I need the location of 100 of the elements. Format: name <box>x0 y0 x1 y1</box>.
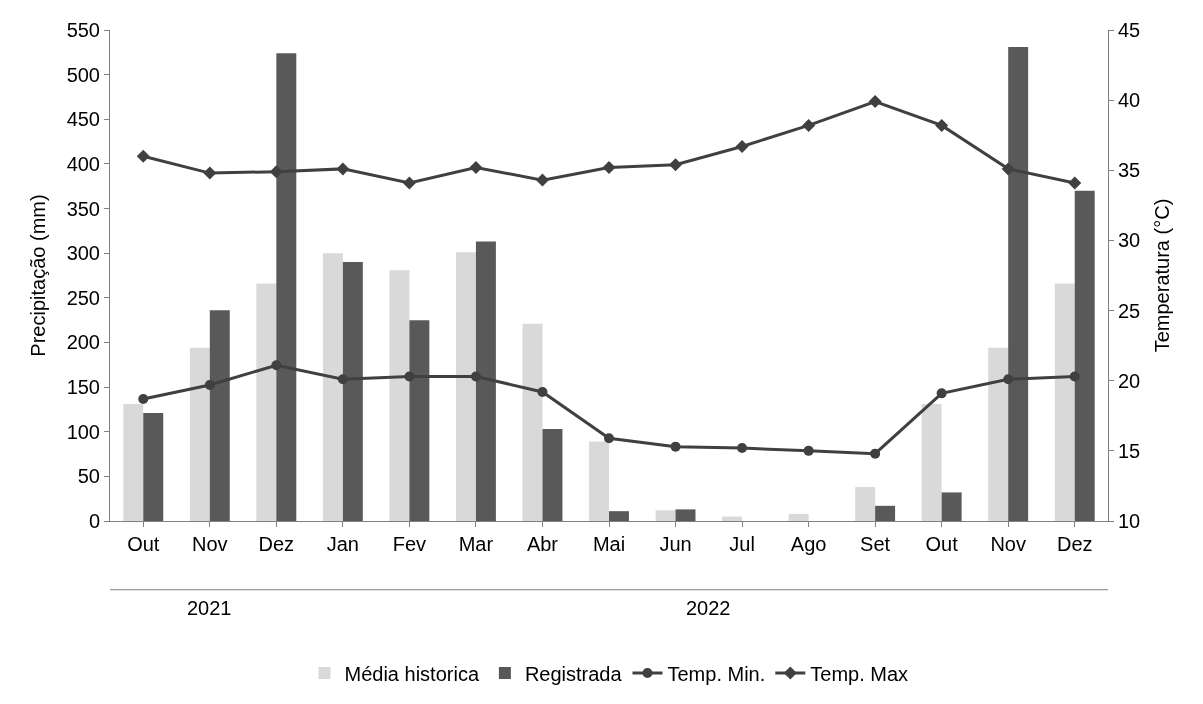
point <box>602 160 616 174</box>
point <box>1069 371 1080 382</box>
y2-tick-label: 45 <box>1118 19 1141 41</box>
point <box>469 160 483 174</box>
y-tick-label: 100 <box>66 420 100 443</box>
x-tick-label: Dez <box>1056 533 1093 555</box>
bar <box>941 492 962 521</box>
y-tick-label: 500 <box>66 63 100 86</box>
bar <box>988 347 1009 521</box>
y-axis-title: Precipitação (mm) <box>27 194 50 357</box>
bar <box>589 441 609 521</box>
y-tick-label: 150 <box>66 376 100 399</box>
y2-tick-label: 15 <box>1118 439 1141 462</box>
y-tick-label: 200 <box>66 331 100 354</box>
x-tick-label: Mai <box>592 533 626 555</box>
bar <box>123 404 144 521</box>
point <box>537 386 548 397</box>
y-tick-label: 400 <box>66 152 100 175</box>
bar <box>455 252 476 521</box>
bar <box>276 53 297 521</box>
bar <box>855 487 876 521</box>
x-tick-label: Dez <box>258 533 295 555</box>
bar <box>609 511 629 521</box>
legend-label: Temp. Min. <box>667 662 766 685</box>
point <box>669 158 683 172</box>
bar <box>1054 283 1075 521</box>
y2-tick-label: 35 <box>1118 159 1141 182</box>
x-tick-label: Out <box>925 533 959 555</box>
x-tick-label: Jan <box>326 533 359 555</box>
y-tick-label: 250 <box>66 286 100 309</box>
point <box>136 149 150 163</box>
bar <box>322 253 343 521</box>
point <box>802 118 816 132</box>
y2-axis-title: Temperatura (°C) <box>1150 198 1173 353</box>
text: 2021 <box>187 597 232 619</box>
bar <box>189 347 210 521</box>
bar <box>475 241 496 521</box>
point <box>936 388 947 399</box>
y2-tick-label: 30 <box>1118 229 1141 252</box>
point <box>271 360 282 371</box>
y-tick-label: 50 <box>77 465 100 488</box>
point <box>735 139 749 153</box>
x-tick-label: Ago <box>790 533 827 555</box>
point <box>203 166 217 180</box>
bar <box>342 262 363 521</box>
point <box>337 374 348 385</box>
legend-label: Registrada <box>524 662 623 685</box>
bar <box>209 310 230 521</box>
x-tick-label: Jul <box>729 533 755 555</box>
text: 2022 <box>686 597 731 619</box>
point <box>670 441 681 452</box>
point <box>737 443 748 454</box>
y2-tick-label: 25 <box>1118 299 1141 322</box>
point <box>935 118 949 132</box>
point <box>604 433 614 444</box>
x-tick-label: Jun <box>659 533 692 555</box>
x-tick-label: Nov <box>990 533 1026 555</box>
legend-label: Média historica <box>344 662 480 685</box>
bar <box>542 429 563 521</box>
bar <box>409 320 430 521</box>
point <box>204 379 215 390</box>
bar <box>722 516 743 521</box>
point <box>470 371 481 382</box>
x-tick-label: Fev <box>392 533 427 555</box>
point <box>138 393 149 404</box>
bar <box>655 510 676 521</box>
y-tick-label: 300 <box>66 242 100 265</box>
bar <box>875 505 896 521</box>
point <box>535 173 549 187</box>
point <box>868 95 882 109</box>
point <box>402 176 416 190</box>
y-tick-label: 350 <box>66 197 100 220</box>
x-tick-label: Nov <box>192 533 228 555</box>
x-tick-label: Abr <box>526 533 559 555</box>
bar <box>256 283 277 521</box>
bar <box>788 513 809 521</box>
bar <box>921 404 942 521</box>
bar <box>675 509 696 521</box>
bar <box>1074 190 1095 521</box>
y2-tick-label: 40 <box>1118 89 1141 112</box>
point <box>269 165 283 179</box>
bar <box>389 270 410 521</box>
point <box>870 448 881 459</box>
bar <box>522 323 543 521</box>
point <box>404 371 415 382</box>
y-tick-label: 550 <box>66 19 100 41</box>
y2-tick-label: 20 <box>1118 369 1141 392</box>
x-tick-label: Out <box>127 533 160 555</box>
point <box>1068 176 1082 190</box>
point <box>803 445 814 456</box>
y-tick-label: 0 <box>88 510 100 532</box>
point <box>336 162 350 176</box>
point <box>1003 374 1014 385</box>
point <box>1001 162 1015 176</box>
x-tick-label: Set <box>860 533 891 555</box>
legend-label: Temp. Max <box>810 662 909 685</box>
bar <box>1008 46 1029 521</box>
y2-tick-label: 10 <box>1118 510 1141 532</box>
bar <box>143 412 164 521</box>
x-tick-label: Mar <box>458 533 494 555</box>
